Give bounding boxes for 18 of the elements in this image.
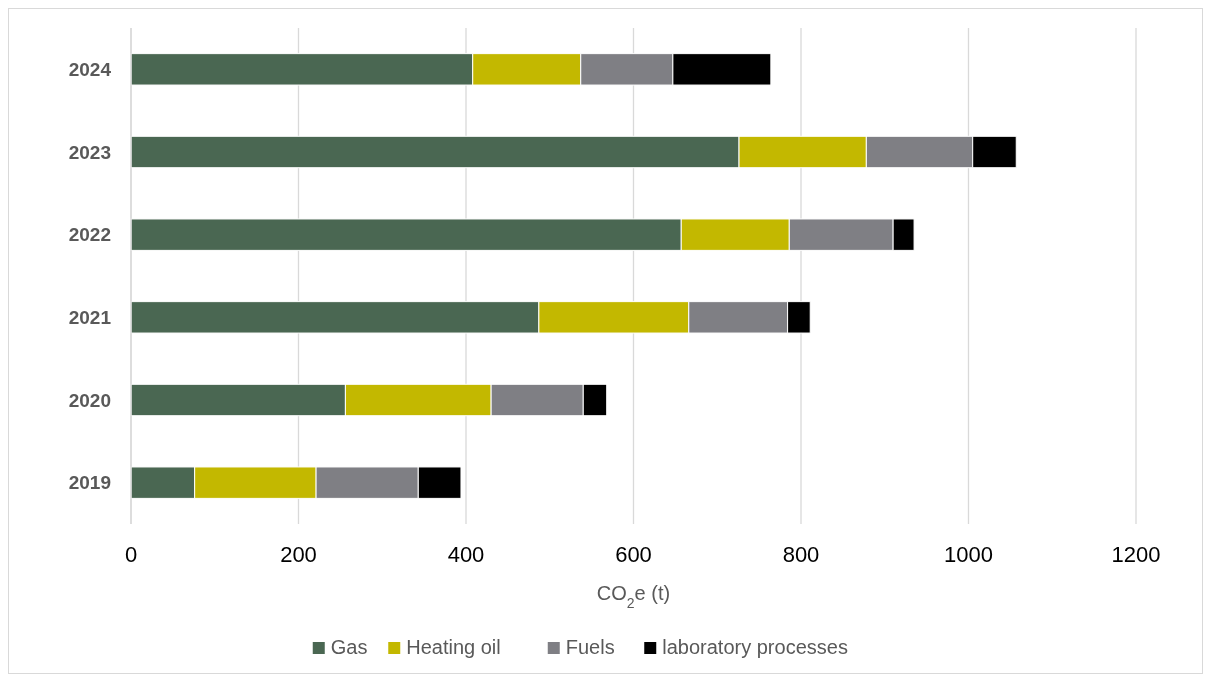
legend-label: Fuels	[565, 636, 615, 658]
x-tick-label: 200	[280, 542, 317, 567]
legend-label: laboratory processes	[662, 636, 848, 658]
x-tick-label: 1200	[1111, 542, 1161, 567]
x-tick-label: 800	[782, 542, 820, 567]
x-tick-label: 0	[124, 542, 138, 567]
x-tick-label: 1000	[944, 542, 993, 567]
y-tick-label: 2024	[68, 58, 112, 80]
legend-label: Gas	[330, 636, 368, 658]
x-axis-title: CO$_{2}$e (t)	[596, 582, 671, 611]
y-tick-label: 2022	[68, 224, 111, 246]
y-tick-label: 2021	[68, 306, 112, 328]
x-tick-label: 600	[615, 542, 652, 567]
y-tick-label: 2019	[68, 472, 111, 494]
y-tick-label: 2023	[68, 141, 111, 163]
y-tick-label: 2020	[68, 389, 111, 411]
legend-label: Heating oil	[406, 636, 501, 658]
x-tick-label: 400	[447, 542, 485, 567]
